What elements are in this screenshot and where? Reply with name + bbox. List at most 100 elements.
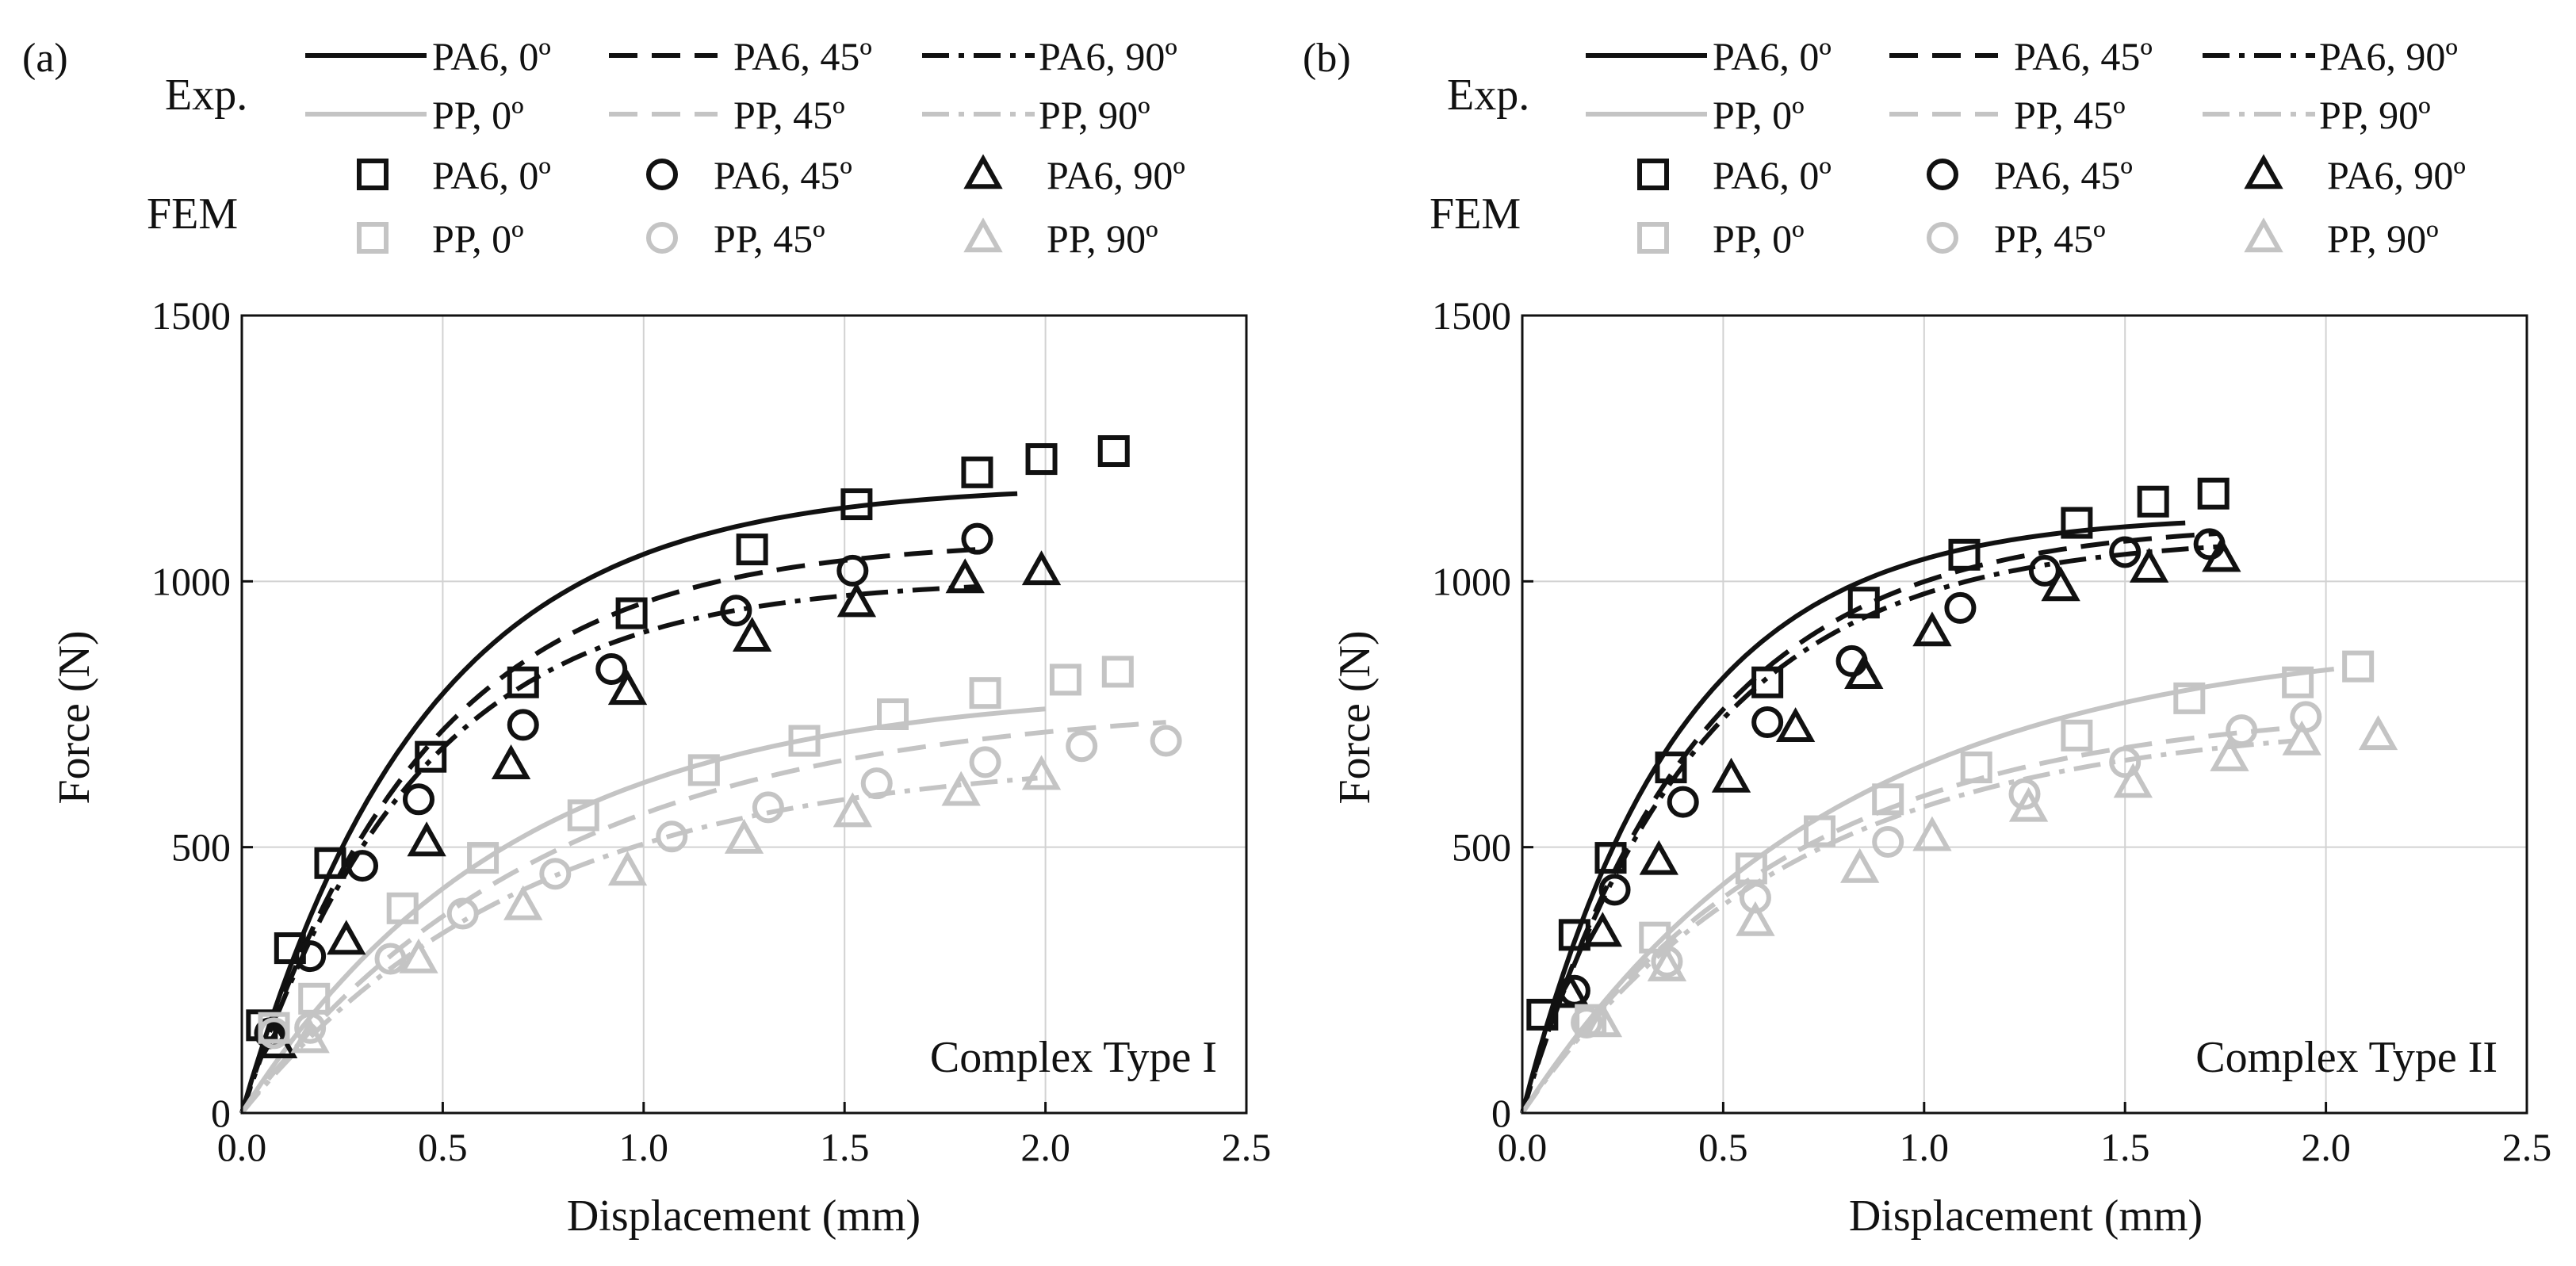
legend-exp-text: PA6, 90º <box>1039 34 1177 78</box>
legend: PA6, 0º PA6, 45º PA6, 90º PP, 0º PP, 45º PP, … <box>1586 34 2466 261</box>
fem-marker-pp-0 <box>969 677 1001 709</box>
y-tick-label: 0 <box>211 1091 231 1135</box>
plot-frame <box>1521 314 2528 1115</box>
legend-exp-text: PP, 0º <box>432 93 524 137</box>
fem-marker-pp-45 <box>446 897 479 930</box>
fem-marker-pa6-90 <box>836 582 877 618</box>
exp-curve-pp-0 <box>1520 667 2335 1115</box>
fem-marker-pp-45 <box>1066 730 1098 763</box>
fem-marker-pa6-90 <box>407 821 446 857</box>
legend-fem-text: PA6, 0º <box>432 153 551 197</box>
x-tick-label: 0.0 <box>217 1125 267 1169</box>
fem-marker-pa6-90 <box>327 920 366 955</box>
fem-marker-pa6-45 <box>2028 554 2061 587</box>
x-tick-label: 1.5 <box>820 1125 870 1169</box>
legend-fem-text: PA6, 0º <box>1713 153 1832 197</box>
fem-marker-pa6-45 <box>1751 706 1784 739</box>
fem-marker-pa6-0 <box>2061 507 2093 539</box>
fem-marker-pa6-90 <box>1775 707 1816 743</box>
grid <box>242 316 1246 1113</box>
y-tick-label: 1000 <box>1432 559 1511 603</box>
fem-marker-pa6-90 <box>2129 547 2169 583</box>
x-tick-label: 2.0 <box>1020 1125 1070 1169</box>
legend-fem-marker-pp-45 <box>1927 222 1958 254</box>
fem-marker-pp-90 <box>1840 847 1880 883</box>
exp-curve-pp-45 <box>1520 725 2295 1115</box>
y-tick-label: 1500 <box>151 293 231 338</box>
y-axis-label: Force (N) <box>1330 630 1380 804</box>
fem-marker-pp-90 <box>1647 946 1687 981</box>
fem-marker-pa6-90 <box>1639 840 1678 875</box>
legend-fem-label: FEM <box>1430 189 1521 239</box>
x-tick-label: 0.5 <box>418 1125 468 1169</box>
fem-marker-pa6-0 <box>840 488 873 521</box>
x-tick-label: 2.0 <box>2301 1125 2351 1169</box>
exp-curve-pp-90 <box>1520 738 2295 1115</box>
fem-marker-pp-0 <box>2061 719 2093 752</box>
axes: 0.0 0.5 1.0 1.5 2.0 2.5 0 500 1000 1500 <box>1432 293 2551 1169</box>
fem-marker-pa6-0 <box>1655 752 1687 784</box>
fem-marker-pp-0 <box>298 982 331 1015</box>
fem-marker-pa6-0 <box>2137 485 2169 518</box>
legend-fem-marker-pa6-45 <box>646 159 678 190</box>
fem-marker-pa6-90 <box>1583 912 1623 947</box>
fem-marker-pp-45 <box>1872 825 1904 858</box>
legend-fem-text: PP, 0º <box>1713 216 1805 261</box>
fem-marker-pp-90 <box>833 792 873 828</box>
fem-marker-pa6-0 <box>961 456 993 488</box>
exp-curve-pa6-0 <box>239 491 1018 1114</box>
fem-marker-pp-90 <box>2210 736 2249 771</box>
fem-marker-pp-90 <box>2113 763 2153 798</box>
fem-marker-pp-90 <box>290 1018 330 1054</box>
y-tick-label: 500 <box>171 825 231 870</box>
fem-marker-pp-45 <box>294 1012 327 1044</box>
exp-curve-pp-90 <box>239 775 1038 1115</box>
fem-marker-pp-90 <box>1912 816 1952 851</box>
fem-marker-pp-0 <box>386 892 419 924</box>
legend-exp-text: PP, 90º <box>2319 93 2431 137</box>
fem-marker-pp-45 <box>1150 725 1182 757</box>
legend-exp-text: PA6, 90º <box>2319 34 2458 78</box>
fem-marker-pa6-45 <box>2109 536 2142 568</box>
fem-marker-pp-45 <box>860 767 893 800</box>
fem-marker-pa6-45 <box>720 595 752 627</box>
fem-marker-pp-0 <box>1960 752 1992 784</box>
fem-marker-pp-45 <box>969 746 1001 778</box>
fem-marker-pa6-90 <box>1912 611 1952 647</box>
exp-curve-pa6-90 <box>239 584 978 1114</box>
fem-marker-pa6-45 <box>294 940 327 973</box>
fem-marker-pa6-45 <box>1598 874 1631 906</box>
fem-marker-pa6-90 <box>1844 654 1884 689</box>
legend-exp-text: PA6, 45º <box>2014 34 2153 78</box>
legend-fem-marker-pp-90 <box>2244 217 2283 253</box>
fem-marker-pp-0 <box>1101 656 1134 688</box>
fem-marker-pa6-0 <box>2197 477 2230 510</box>
legend-fem-text: PA6, 45º <box>714 153 852 197</box>
fem-marker-pp-0 <box>1639 921 1671 954</box>
exp-curve-pa6-0 <box>1520 520 2186 1114</box>
fem-marker-pa6-0 <box>507 666 539 698</box>
exp-curve-pa6-45 <box>1520 531 2218 1114</box>
fem-marker-pa6-45 <box>507 709 539 741</box>
x-tick-label: 0.5 <box>1698 1125 1748 1169</box>
legend-fem-text: PP, 90º <box>1047 216 1158 261</box>
fem-marker-pp-0 <box>2173 682 2206 714</box>
panel-label: (b) <box>1303 36 1351 81</box>
fem-marker-pp-90 <box>941 771 981 806</box>
legend-fem-marker-pa6-90 <box>2244 154 2283 189</box>
fem-marker-pa6-90 <box>1711 757 1751 793</box>
y-tick-label: 0 <box>1491 1091 1511 1135</box>
panel-label: (a) <box>22 36 68 81</box>
fem-marker-pa6-0 <box>736 534 768 566</box>
fem-marker-pa6-0 <box>1558 919 1590 951</box>
x-axis-label: Displacement (mm) <box>1849 1191 2203 1241</box>
legend-exp-text: PA6, 45º <box>733 34 872 78</box>
fem-marker-pp-0 <box>567 799 599 832</box>
legend-exp-text: PP, 45º <box>2014 93 2126 137</box>
fem-marker-pp-0 <box>1049 664 1081 696</box>
legend-fem-marker-pa6-0 <box>357 159 389 190</box>
fem-marker-pa6-0 <box>415 740 447 773</box>
legend-fem-marker-pp-45 <box>646 222 678 254</box>
fem-marker-pp-90 <box>2358 715 2398 751</box>
legend-exp-text: PP, 45º <box>733 93 845 137</box>
